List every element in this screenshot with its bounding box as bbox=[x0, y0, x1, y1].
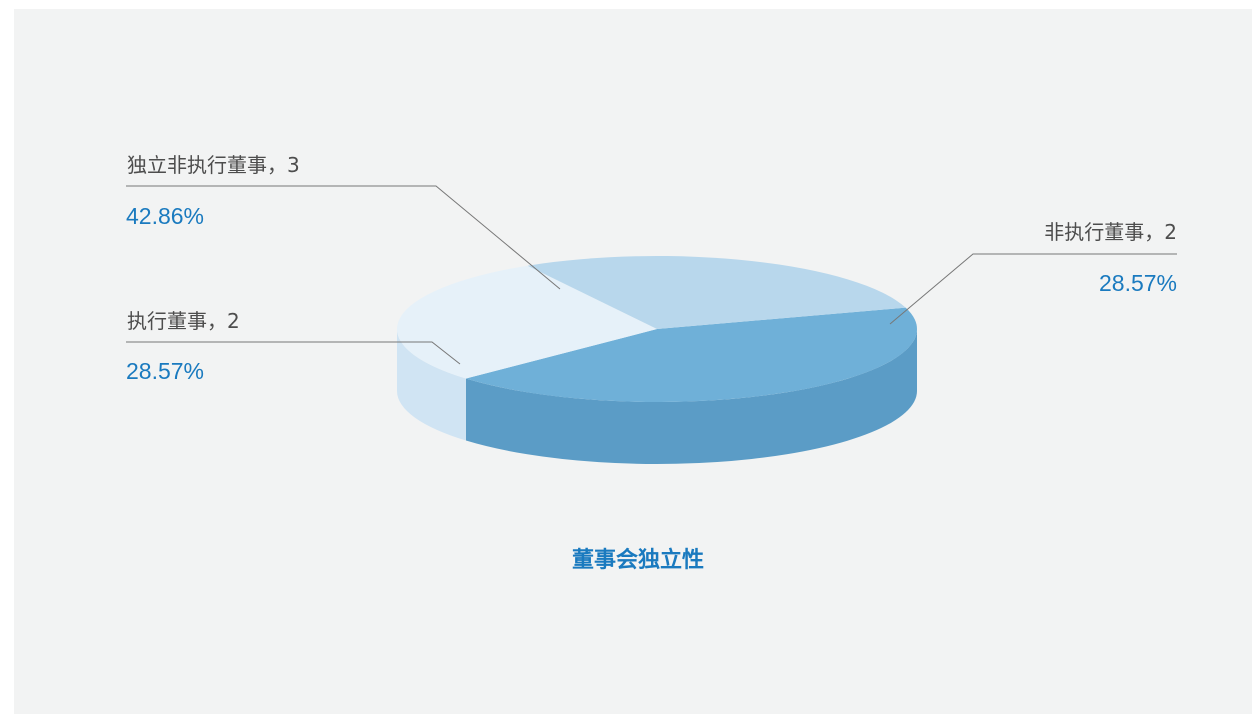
leader-lines bbox=[126, 185, 1177, 365]
label-exec: 执行董事，2 bbox=[127, 309, 240, 333]
pie-side-nonexec bbox=[397, 329, 466, 441]
pie-sides bbox=[397, 329, 917, 464]
pie-slice-nonexec bbox=[397, 265, 657, 379]
pie-tops bbox=[397, 255, 917, 402]
pie-slice-exec bbox=[527, 255, 906, 329]
leader-independent-nonexec bbox=[126, 185, 561, 290]
pie-slice-independent-nonexec bbox=[465, 307, 917, 402]
label-nonexec: 非执行董事，2 bbox=[1044, 220, 1177, 244]
percent-nonexec: 28.57% bbox=[1099, 270, 1177, 296]
chart-title: 董事会独立性 bbox=[572, 547, 704, 573]
label-independent-nonexec: 独立非执行董事，3 bbox=[127, 153, 300, 177]
pie-side-independent-nonexec bbox=[465, 329, 917, 464]
percent-exec: 28.57% bbox=[126, 358, 204, 384]
leader-nonexec bbox=[889, 253, 1177, 325]
leader-exec bbox=[126, 341, 461, 365]
percent-independent-nonexec: 42.86% bbox=[126, 203, 204, 229]
